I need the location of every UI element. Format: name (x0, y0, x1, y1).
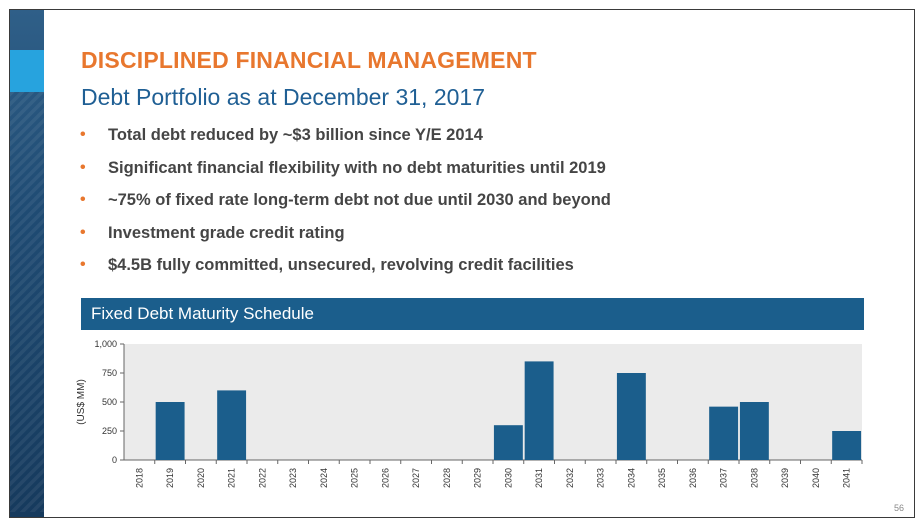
x-tick-label: 2041 (842, 468, 852, 488)
bullet-list: • Total debt reduced by ~$3 billion since… (80, 124, 611, 287)
bullet-item: • $4.5B fully committed, unsecured, revol… (80, 254, 611, 287)
bar-2021 (217, 390, 247, 460)
x-tick-label: 2028 (442, 468, 452, 488)
bullet-item: • Total debt reduced by ~$3 billion since… (80, 124, 611, 157)
bullet-icon: • (80, 223, 86, 241)
chart-title-banner: Fixed Debt Maturity Schedule (81, 298, 864, 330)
bullet-icon: • (80, 191, 86, 208)
bullet-item: • Investment grade credit rating (80, 222, 611, 255)
x-tick-label: 2029 (473, 468, 483, 488)
bar-2038 (739, 402, 769, 460)
x-tick-label: 2021 (227, 468, 237, 488)
bar-2031 (524, 361, 554, 460)
bullet-icon: • (80, 126, 86, 143)
side-decoration-bar (10, 10, 44, 517)
x-tick-label: 2022 (257, 468, 267, 488)
bar-2019 (155, 402, 185, 460)
side-accent-block (10, 50, 44, 92)
y-tick-label: 0 (112, 455, 117, 465)
x-tick-label: 2040 (811, 468, 821, 488)
x-tick-label: 2023 (288, 468, 298, 488)
y-tick-label: 750 (102, 368, 117, 378)
bar-2030 (493, 425, 523, 460)
slide-frame: DISCIPLINED FINANCIAL MANAGEMENT Debt Po… (9, 9, 915, 518)
bullet-item: • Significant financial flexibility with … (80, 157, 611, 190)
x-tick-label: 2031 (534, 468, 544, 488)
side-pattern (10, 92, 44, 512)
bullet-text: ~75% of fixed rate long-term debt not du… (108, 191, 611, 209)
x-tick-label: 2032 (565, 468, 575, 488)
x-tick-label: 2036 (688, 468, 698, 488)
x-tick-label: 2018 (134, 468, 144, 488)
plot-area (124, 344, 862, 460)
bullet-text: Significant financial flexibility with n… (108, 158, 606, 177)
x-tick-label: 2033 (596, 468, 606, 488)
x-tick-label: 2024 (319, 468, 329, 488)
x-tick-label: 2030 (503, 468, 513, 488)
x-tick-label: 2034 (626, 468, 636, 488)
y-axis-label: (US$ MM) (76, 379, 87, 425)
bar-2034 (616, 373, 646, 460)
x-tick-label: 2037 (719, 468, 729, 488)
bullet-text: Total debt reduced by ~$3 billion since … (108, 126, 483, 144)
x-tick-label: 2038 (749, 468, 759, 488)
slide-title: DISCIPLINED FINANCIAL MANAGEMENT (81, 47, 537, 73)
bullet-text: $4.5B fully committed, unsecured, revolv… (108, 256, 574, 274)
page-number: 56 (893, 503, 904, 513)
y-tick-label: 500 (102, 397, 117, 407)
x-tick-label: 2035 (657, 468, 667, 488)
x-tick-label: 2039 (780, 468, 790, 488)
bullet-item: • ~75% of fixed rate long-term debt not d… (80, 189, 611, 222)
bar-2041 (832, 431, 862, 460)
bar-2037 (709, 406, 739, 460)
x-tick-label: 2026 (380, 468, 390, 488)
y-tick-label: 1,000 (94, 339, 117, 349)
debt-maturity-chart: 0 250 500 750 1,000 (US$ MM) 2018 2019 2020 2021 2… (76, 339, 863, 488)
x-tick-label: 2025 (350, 468, 360, 488)
slide-subtitle: Debt Portfolio as at December 31, 2017 (81, 84, 486, 110)
bullet-icon: • (80, 158, 86, 176)
x-tick-label: 2020 (196, 468, 206, 488)
bullet-text: Investment grade credit rating (108, 223, 345, 242)
bullet-icon: • (80, 256, 86, 273)
y-tick-label: 250 (102, 426, 117, 436)
x-tick-label: 2027 (411, 468, 421, 488)
x-tick-label: 2019 (165, 468, 175, 488)
